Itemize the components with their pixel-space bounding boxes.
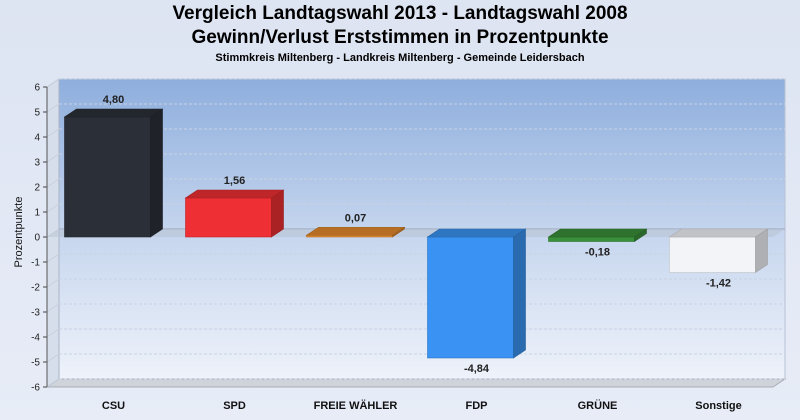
- bar-side[interactable]: [150, 108, 163, 238]
- bar-top[interactable]: [426, 228, 527, 238]
- grid-line-diagonal: [46, 128, 60, 138]
- y-tick-label: 1: [34, 208, 40, 219]
- grid-line-diagonal: [46, 153, 60, 163]
- x-tick-label: SPD: [223, 400, 246, 412]
- y-tick-label: -3: [31, 308, 40, 319]
- x-tick-label: GRÜNE: [578, 399, 618, 412]
- x-tick-label: FDP: [466, 400, 488, 412]
- bar-side[interactable]: [634, 228, 647, 243]
- y-tick-label: -6: [31, 383, 40, 394]
- bar-fdp[interactable]: [426, 228, 527, 359]
- grid-line-diagonal: [46, 378, 60, 388]
- bar-front[interactable]: [64, 116, 151, 238]
- y-tick-label: -5: [31, 358, 40, 369]
- bar-sonstige[interactable]: [668, 228, 769, 274]
- bar-top[interactable]: [184, 189, 285, 199]
- y-tick-label: -4: [31, 333, 40, 344]
- y-tick-label: 2: [34, 183, 40, 194]
- data-label: -4,84: [464, 363, 490, 375]
- bar-freie-wähler[interactable]: [305, 226, 406, 238]
- chart-subtitle-region: Stimmkreis Miltenberg - Landkreis Milten…: [215, 52, 585, 64]
- grid-line-diagonal: [46, 103, 60, 113]
- grid-line-diagonal: [46, 353, 60, 363]
- bar-top[interactable]: [547, 228, 648, 238]
- bar-front[interactable]: [427, 236, 514, 359]
- y-tick-label: 0: [34, 233, 40, 244]
- bar-front[interactable]: [185, 197, 272, 238]
- grid-line-diagonal: [46, 203, 60, 213]
- y-tick-label: 6: [34, 83, 40, 94]
- bar-side[interactable]: [513, 228, 526, 359]
- x-tick-label: Sonstige: [695, 400, 741, 412]
- y-tick-label: 4: [34, 133, 40, 144]
- x-tick-label: CSU: [102, 400, 125, 412]
- data-label: -1,42: [706, 278, 731, 290]
- x-tick-label: FREIE WÄHLER: [314, 399, 398, 412]
- bar-side[interactable]: [755, 228, 768, 274]
- plot-floor: [45, 378, 787, 388]
- bar-spd[interactable]: [184, 189, 285, 238]
- y-tick-label: -2: [31, 283, 40, 294]
- bar-side[interactable]: [271, 189, 284, 238]
- y-axis-label: Prozentpunkte: [13, 197, 25, 268]
- grid-line-diagonal: [46, 178, 60, 188]
- bar-top[interactable]: [63, 108, 164, 118]
- y-tick-label: 5: [34, 108, 40, 119]
- bar-grüne[interactable]: [547, 228, 648, 243]
- bar-top[interactable]: [668, 228, 769, 238]
- bar-front[interactable]: [669, 236, 756, 273]
- grid-line-diagonal: [46, 278, 60, 288]
- bar-front[interactable]: [548, 236, 635, 242]
- bar-top[interactable]: [305, 226, 406, 236]
- data-label: 4,80: [103, 94, 124, 106]
- grid-line-diagonal: [46, 78, 60, 88]
- data-label: 0,07: [345, 212, 366, 224]
- grid-line-diagonal: [46, 328, 60, 338]
- chart-title: Vergleich Landtagswahl 2013 - Landtagswa…: [172, 3, 628, 24]
- data-label: 1,56: [224, 175, 245, 187]
- grid-line-diagonal: [46, 253, 60, 263]
- y-tick-label: -1: [31, 258, 40, 269]
- bar-csu[interactable]: [63, 108, 164, 238]
- y-tick-label: 3: [34, 158, 40, 169]
- chart-subtitle: Gewinn/Verlust Erststimmen in Prozentpun…: [191, 27, 609, 48]
- data-label: -0,18: [585, 247, 610, 259]
- bar-side[interactable]: [392, 226, 405, 238]
- grid-line-diagonal: [46, 303, 60, 313]
